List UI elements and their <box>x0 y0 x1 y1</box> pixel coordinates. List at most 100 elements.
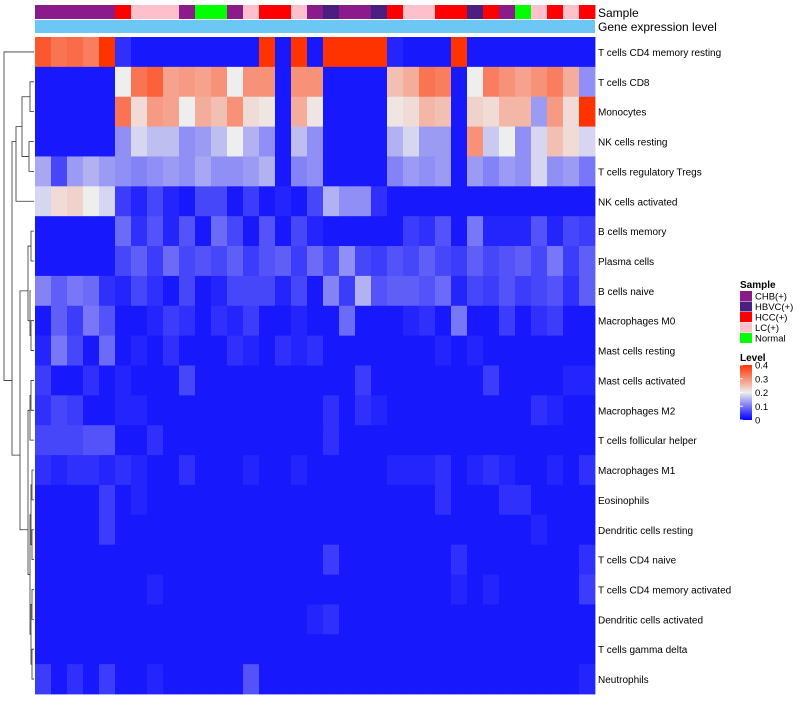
heatmap-cell <box>195 156 212 187</box>
heatmap-cell <box>339 246 356 277</box>
heatmap-cell <box>195 305 212 337</box>
heatmap-cell <box>515 455 532 486</box>
legend-swatch <box>740 291 752 301</box>
row-label: Mast cells resting <box>598 347 675 358</box>
heatmap-cell <box>403 544 420 575</box>
heatmap-cell <box>467 216 484 247</box>
heatmap-cell <box>35 544 52 575</box>
heatmap-cell <box>115 604 132 635</box>
heatmap-cell <box>323 186 340 217</box>
heatmap-cell <box>531 664 548 695</box>
heatmap-cell <box>211 514 228 546</box>
heatmap-cell <box>307 664 324 695</box>
legend-swatch <box>740 312 752 322</box>
heatmap-cell <box>499 335 516 366</box>
heatmap-cell <box>483 37 500 68</box>
heatmap-cell <box>131 275 148 307</box>
heatmap-cell <box>563 395 580 426</box>
heatmap-cell <box>307 66 324 98</box>
heatmap-cell <box>355 395 372 426</box>
heatmap-cell <box>195 216 212 247</box>
heatmap-cell <box>179 335 196 366</box>
heatmap-cell <box>243 275 260 307</box>
heatmap-cell <box>515 246 532 277</box>
sample-cell <box>419 5 436 19</box>
heatmap-cell <box>563 305 580 337</box>
heatmap-cell <box>227 395 244 426</box>
legend-entry-label: HBVC(+) <box>755 302 793 313</box>
heatmap-cell <box>227 365 244 396</box>
heatmap-cell <box>99 126 116 157</box>
heatmap-cell <box>579 246 596 277</box>
heatmap-cell <box>339 634 356 665</box>
heatmap-cell <box>259 216 276 247</box>
heatmap-cell <box>147 455 164 486</box>
heatmap-cell <box>531 96 548 127</box>
heatmap-cell <box>467 544 484 575</box>
heatmap-cell <box>195 455 212 486</box>
heatmap-cell <box>131 484 148 516</box>
heatmap-cell <box>179 96 196 127</box>
heatmap-cell <box>323 484 340 516</box>
heatmap-cell <box>467 275 484 307</box>
heatmap-cell <box>99 425 116 456</box>
heatmap-cell <box>291 634 308 665</box>
heatmap-cell <box>435 455 452 486</box>
heatmap-cell <box>563 604 580 635</box>
heatmap-cell <box>499 425 516 456</box>
heatmap-cell <box>355 664 372 695</box>
heatmap-cell <box>211 37 228 68</box>
heatmap-cell <box>387 305 404 337</box>
heatmap-cell <box>35 216 52 247</box>
heatmap-cell <box>163 275 180 307</box>
heatmap-cell <box>579 395 596 426</box>
sample-cell <box>531 5 548 19</box>
heatmap-cell <box>35 365 52 396</box>
heatmap-cell <box>467 37 484 68</box>
heatmap-cell <box>259 96 276 127</box>
heatmap-cell <box>467 574 484 605</box>
heatmap-cell <box>579 275 596 307</box>
heatmap-cell <box>291 425 308 456</box>
heatmap-cell <box>531 574 548 605</box>
heatmap-cell <box>563 544 580 575</box>
sample-cell <box>339 5 356 19</box>
heatmap-cell <box>163 365 180 396</box>
heatmap-cell <box>371 275 388 307</box>
heatmap-cell <box>99 604 116 635</box>
heatmap-cell <box>419 455 436 486</box>
heatmap-cell <box>99 365 116 396</box>
heatmap-cell <box>259 455 276 486</box>
heatmap-cell <box>563 246 580 277</box>
heatmap-cell <box>435 186 452 217</box>
heatmap-cell <box>371 305 388 337</box>
heatmap-cell <box>35 484 52 516</box>
heatmap-cell <box>291 664 308 695</box>
heatmap-cell <box>179 37 196 68</box>
heatmap-cell <box>163 395 180 426</box>
heatmap-cell <box>467 425 484 456</box>
heatmap-cell <box>579 66 596 98</box>
heatmap-cell <box>323 604 340 635</box>
heatmap-cell <box>51 186 68 217</box>
heatmap-cell <box>131 156 148 187</box>
heatmap-cell <box>67 634 84 665</box>
heatmap-cell <box>579 186 596 217</box>
heatmap-cell <box>403 126 420 157</box>
heatmap-cell <box>387 275 404 307</box>
heatmap-cell <box>291 574 308 605</box>
heatmap-cell <box>451 484 468 516</box>
heatmap-cell <box>115 425 132 456</box>
heatmap-cell <box>83 335 100 366</box>
heatmap-cell <box>515 604 532 635</box>
heatmap-cell <box>547 126 564 157</box>
heatmap-cell <box>243 66 260 98</box>
row-label: B cells naive <box>598 287 655 298</box>
heatmap-cell <box>179 544 196 575</box>
heatmap-cell <box>147 365 164 396</box>
heatmap-cell <box>115 246 132 277</box>
heatmap-cell <box>51 275 68 307</box>
heatmap-cell <box>243 484 260 516</box>
heatmap-cell <box>371 96 388 127</box>
level-tick-label: 0.1 <box>755 402 768 413</box>
